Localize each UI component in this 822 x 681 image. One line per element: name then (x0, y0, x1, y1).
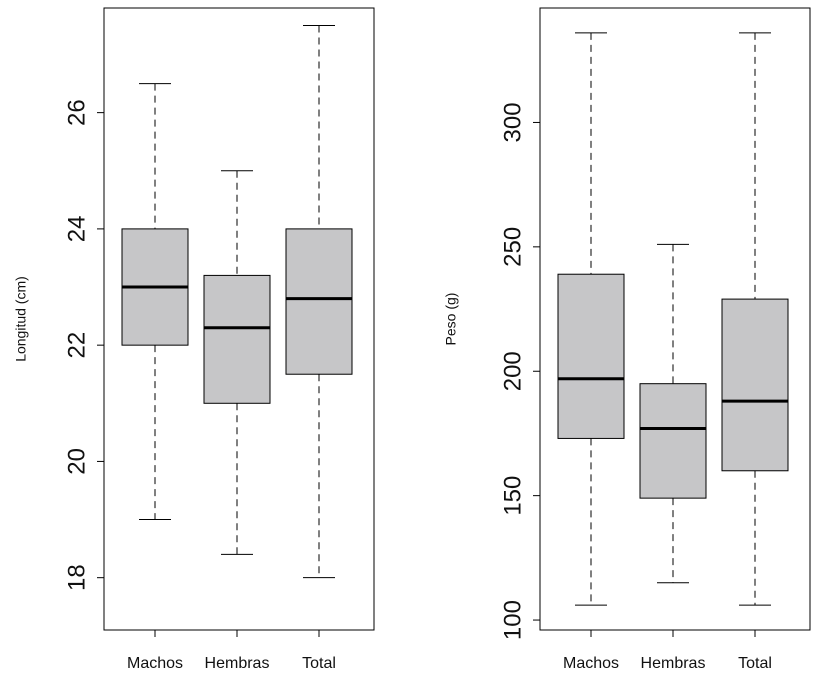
y-tick-label: 100 (499, 600, 526, 640)
y-tick-label: 26 (63, 99, 90, 126)
y-tick-label: 24 (63, 216, 90, 243)
y-tick-label: 150 (499, 476, 526, 516)
y-tick-label: 22 (63, 332, 90, 359)
x-tick-label: Machos (563, 655, 619, 672)
x-tick-label: Total (738, 655, 772, 672)
y-tick-label: 300 (499, 102, 526, 142)
box-hembras (639, 243, 707, 584)
iqr-box (639, 383, 707, 499)
x-tick-label: Machos (127, 655, 183, 672)
box-hembras (203, 170, 271, 555)
y-tick-label: 250 (499, 227, 526, 267)
y-tick-label: 200 (499, 351, 526, 391)
iqr-box (557, 273, 625, 439)
y-axis-label: Longitud (cm) (13, 276, 29, 362)
plot-frame (539, 7, 811, 631)
plot-frame (103, 7, 375, 631)
chart-panel-2: 100 150 200 250 300 Peso (g) Machos Hembras Tota… (443, 7, 811, 672)
iqr-box (285, 228, 353, 375)
iqr-box (721, 298, 789, 472)
iqr-box (203, 274, 271, 404)
box-total (285, 24, 353, 579)
box-total (721, 32, 789, 606)
box-machos (557, 32, 625, 606)
chart-panel-1: 18 20 22 24 26 Longitud (cm) Machos Hembras Tota… (13, 7, 375, 672)
x-tick-label: Hembras (641, 655, 706, 672)
box-machos (121, 83, 189, 521)
y-tick-label: 18 (63, 564, 90, 591)
y-tick-label: 20 (63, 448, 90, 475)
x-tick-label: Hembras (205, 655, 270, 672)
y-axis-label: Peso (g) (443, 293, 459, 346)
x-tick-label: Total (302, 655, 336, 672)
